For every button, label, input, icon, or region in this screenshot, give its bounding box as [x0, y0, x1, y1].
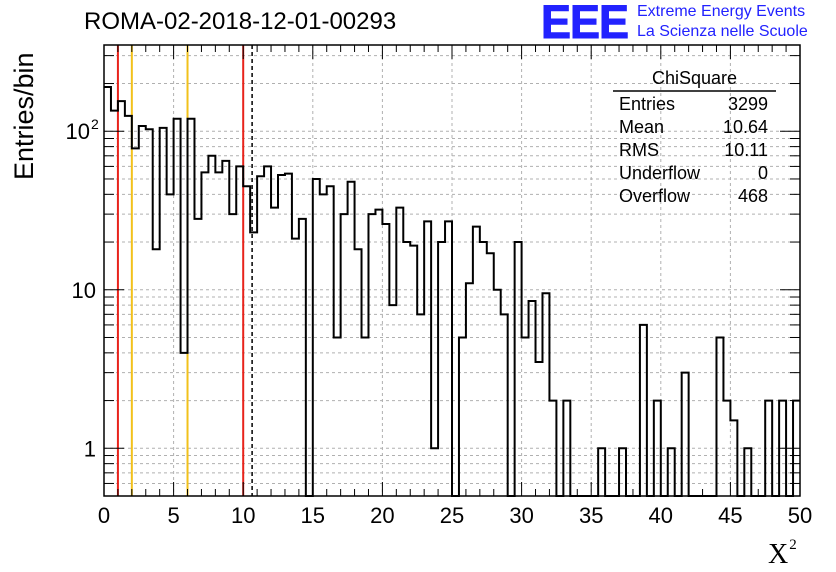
histogram-outline [104, 86, 800, 497]
histogram-bin [730, 420, 737, 496]
histogram-bin [285, 174, 292, 496]
histogram-bin [445, 221, 452, 496]
histogram-bin [368, 214, 375, 496]
histogram-bin [320, 194, 327, 496]
stats-box-row-value: 10.11 [724, 140, 768, 160]
histogram-bin [229, 214, 236, 496]
histogram-bin [201, 172, 208, 496]
histogram-bin [494, 290, 501, 496]
stats-box-title: ChiSquare [652, 68, 737, 88]
histogram-bin [243, 186, 250, 496]
x-tick-label: 30 [509, 503, 533, 528]
histogram-bin [480, 242, 487, 496]
histogram-bin [501, 314, 508, 496]
histogram-bin [222, 161, 229, 496]
y-tick-label: 10 [72, 278, 96, 303]
logo-tagline-1: Extreme Energy Events [637, 3, 806, 20]
histogram-bin [410, 246, 417, 496]
histogram-bin [348, 182, 355, 496]
y-tick-label: 1 [84, 436, 96, 461]
stats-box-row-label: Overflow [619, 186, 691, 206]
histogram-bin [250, 232, 257, 496]
histogram-bin [334, 337, 341, 496]
histogram-bin [682, 373, 689, 496]
histogram-bin [104, 87, 111, 496]
x-tick-label: 20 [370, 503, 394, 528]
stats-box-row-value: 468 [738, 186, 768, 206]
x-axis-symbol: X [768, 539, 789, 570]
x-tick-label: 35 [579, 503, 603, 528]
histogram-bin [125, 116, 132, 496]
histogram-bin [529, 301, 536, 496]
x-tick-label: 45 [718, 503, 742, 528]
histogram-bin [188, 119, 195, 496]
histogram-bin [716, 337, 723, 496]
histogram-bin [417, 314, 424, 496]
y-tick-label: 10 [66, 119, 90, 144]
histogram-bin [215, 172, 222, 496]
histogram-bin [174, 119, 181, 496]
histogram-bin [327, 186, 334, 496]
stats-box-row-value: 10.64 [723, 117, 768, 137]
histogram-bin [542, 293, 549, 496]
histogram-bin [111, 111, 118, 496]
histogram-bin [139, 126, 146, 496]
histogram-bin [132, 148, 139, 496]
histogram-bin [264, 166, 271, 496]
axis-ticks [103, 45, 801, 497]
histogram-bin [299, 219, 306, 496]
stats-box: ChiSquare Entries 3299 Mean 10.64 RMS 10.11 Und… [613, 68, 776, 206]
x-tick-label: 15 [301, 503, 325, 528]
histogram-bin [181, 353, 188, 496]
y-tick-label-exponent: 2 [91, 116, 99, 132]
histogram-bin [403, 242, 410, 496]
histogram-bins [104, 86, 800, 497]
histogram-bin [515, 242, 522, 496]
histogram-bin [146, 129, 153, 496]
stats-box-row-label: RMS [619, 140, 659, 160]
x-tick-label: 50 [788, 503, 812, 528]
stats-box-row-label: Mean [619, 117, 664, 137]
logo-tagline-2: La Scienza nelle Scuole [637, 23, 808, 40]
y-axis-label: Entries/bin [9, 52, 39, 180]
chart-title: ROMA-02-2018-12-01-00293 [84, 8, 397, 35]
stats-box-row-value: 3299 [728, 94, 768, 114]
histogram-bin [167, 194, 174, 496]
histogram-bin [536, 362, 543, 496]
histogram-bin [459, 337, 466, 496]
histogram-bin [522, 337, 529, 496]
x-tick-label: 25 [440, 503, 464, 528]
x-tick-label: 40 [649, 503, 673, 528]
x-axis-label: X2 [768, 537, 797, 571]
x-axis-superscript: 2 [789, 537, 797, 553]
stats-box-row-label: Entries [619, 94, 675, 114]
histogram-bin [194, 219, 201, 496]
eee-logo: EEE [540, 0, 629, 49]
histogram-bin [160, 128, 167, 496]
histogram-bin [362, 337, 369, 496]
histogram-bin [396, 208, 403, 496]
x-tick-label: 10 [231, 503, 255, 528]
x-tick-label: 0 [98, 503, 110, 528]
histogram-bin [424, 221, 431, 496]
histogram-bin [118, 101, 125, 496]
histogram-bin [341, 214, 348, 496]
histogram-bin [292, 239, 299, 496]
stats-box-row-value: 0 [758, 163, 768, 183]
histogram-bin [208, 156, 215, 496]
histogram-bin [438, 242, 445, 496]
histogram-bin [236, 166, 243, 496]
histogram-bin [640, 325, 647, 496]
reference-lines [116, 45, 253, 496]
x-tick-label: 5 [167, 503, 179, 528]
stats-box-row-label: Underflow [619, 163, 701, 183]
histogram-bin [271, 208, 278, 496]
